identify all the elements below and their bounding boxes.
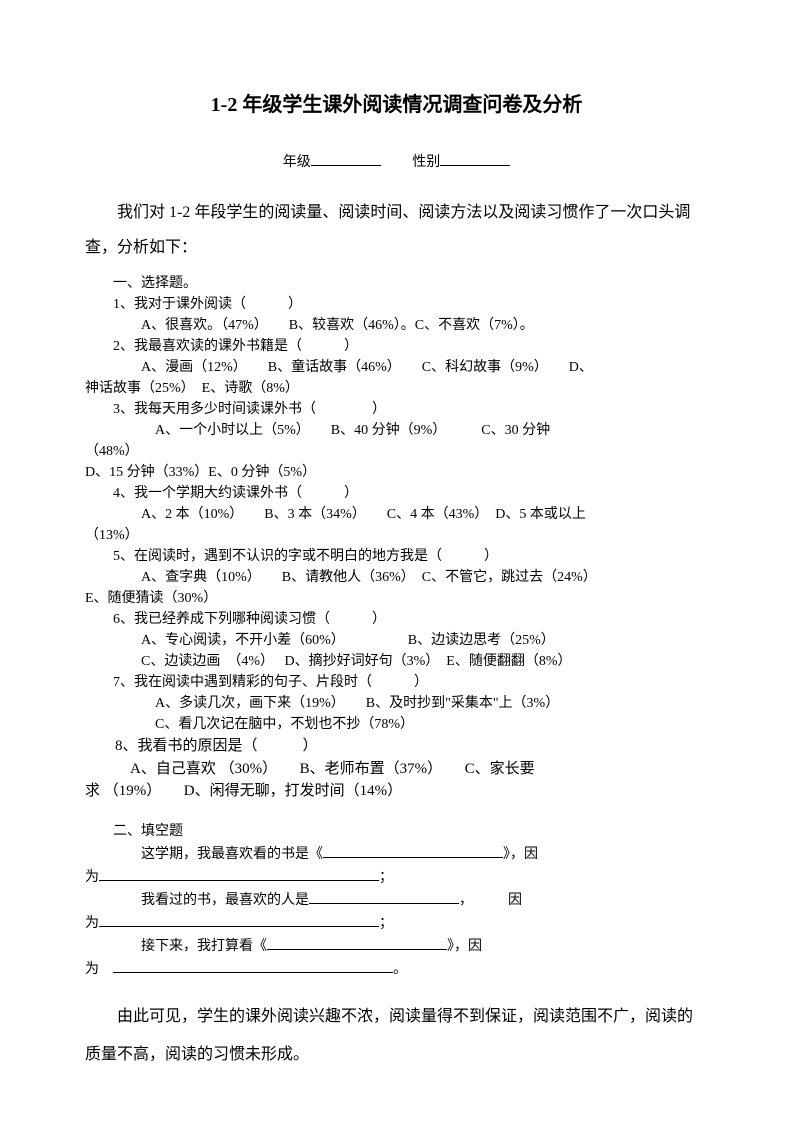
question-6-options-cont: C、边读边画 （4%） D、摘抄好词好句（3%） E、随便翻翻（8%） [85,651,708,672]
fill-2-b: ， 因 [459,893,522,908]
section-2-heading: 二、填空题 [85,821,708,842]
question-3-options: A、一个小时以上（5%） B、40 分钟（9%） C、30 分钟 [85,420,708,441]
question-8: 8、我看书的原因是（ ） [85,735,708,758]
question-4-options-cont: （13%） [85,525,708,546]
fill-1-a: 这学期，我最喜欢看的书是《 [141,847,323,862]
fill-2-reason: 为； [85,911,708,934]
fill-3-b: 》，因 [447,939,482,954]
fill-2-reason-blank[interactable] [99,911,379,927]
question-2-options: A、漫画（12%） B、童话故事（46%） C、科幻故事（9%） D、 [85,357,708,378]
grade-label: 年级 [283,155,311,170]
question-5-options: A、查字典（10%） B、请教他人（36%） C、不管它，跳过去（24%） [85,567,708,588]
question-8-options: A、自己喜欢 （30%） B、老师布置（37%） C、家长要 [85,758,708,781]
question-7-options: A、多读几次，画下来（19%） B、及时抄到"采集本"上（3%） [85,693,708,714]
fill-1: 这学期，我最喜欢看的书是《 》，因 [85,842,708,865]
conclusion-text: 由此可见，学生的课外阅读兴趣不浓，阅读量得不到保证，阅读范围不广，阅读的质量不高… [85,998,708,1075]
fill-2: 我看过的书，最喜欢的人是 ， 因 [85,888,708,911]
student-fields: 年级 性别 [85,150,708,173]
question-8-options-cont: 求 （19%） D、闲得无聊，打发时间（14%） [85,780,708,803]
question-4: 4、我一个学期大约读课外书（ ） [85,483,708,504]
question-1: 1、我对于课外阅读（ ） [85,294,708,315]
fill-1-reason: 为； [85,865,708,888]
grade-blank[interactable] [311,150,381,166]
question-2-options-cont: 神话故事（25%） E、诗歌（8%） [85,378,708,399]
fill-1-reason-blank[interactable] [99,865,379,881]
question-3-options-cont2: D、15 分钟（33%）E、0 分钟（5%） [85,462,708,483]
question-3-options-cont: （48%） [85,441,708,462]
gender-blank[interactable] [440,150,510,166]
question-7-options-cont: C、看几次记在脑中，不划也不抄（78%） [85,714,708,735]
fill-1-blank[interactable] [323,842,503,858]
section-1-heading: 一、选择题。 [85,273,708,294]
question-3: 3、我每天用多少时间读课外书（ ） [85,399,708,420]
fill-2-wei: 为 [85,916,99,931]
fill-1-b: 》，因 [503,847,538,862]
question-5-options-cont: E、随便猜读（30%） [85,588,708,609]
intro-text: 我们对 1-2 年段学生的阅读量、阅读时间、阅读方法以及阅读习惯作了一次口头调查… [85,195,708,265]
question-1-options: A、很喜欢。（47%） B、较喜欢（46%）。C、不喜欢（7%）。 [85,315,708,336]
fill-3-reason: 为 。 [85,957,708,980]
question-2: 2、我最喜欢读的课外书籍是（ ） [85,336,708,357]
question-4-options: A、2 本（10%） B、3 本（34%） C、4 本（43%） D、5 本或以… [85,504,708,525]
fill-3-period: 。 [393,962,407,977]
question-5: 5、在阅读时，遇到不认识的字或不明白的地方我是（ ） [85,546,708,567]
fill-3: 接下来，我打算看《 》，因 [85,934,708,957]
fill-2-a: 我看过的书，最喜欢的人是 [141,893,309,908]
fill-3-blank[interactable] [267,934,447,950]
question-7: 7、我在阅读中遇到精彩的句子、片段时（ ） [85,672,708,693]
question-6: 6、我已经养成下列哪种阅读习惯（ ） [85,609,708,630]
fill-3-wei: 为 [85,962,99,977]
fill-2-semi: ； [379,916,393,931]
fill-3-a: 接下来，我打算看《 [141,939,267,954]
page-title: 1-2 年级学生课外阅读情况调查问卷及分析 [85,90,708,120]
gender-label: 性别 [412,155,440,170]
fill-1-semi: ； [379,870,393,885]
question-6-options: A、专心阅读，不开小差（60%） B、边读边思考（25%） [85,630,708,651]
fill-2-blank[interactable] [309,888,459,904]
fill-3-reason-blank[interactable] [113,957,393,973]
fill-1-wei: 为 [85,870,99,885]
